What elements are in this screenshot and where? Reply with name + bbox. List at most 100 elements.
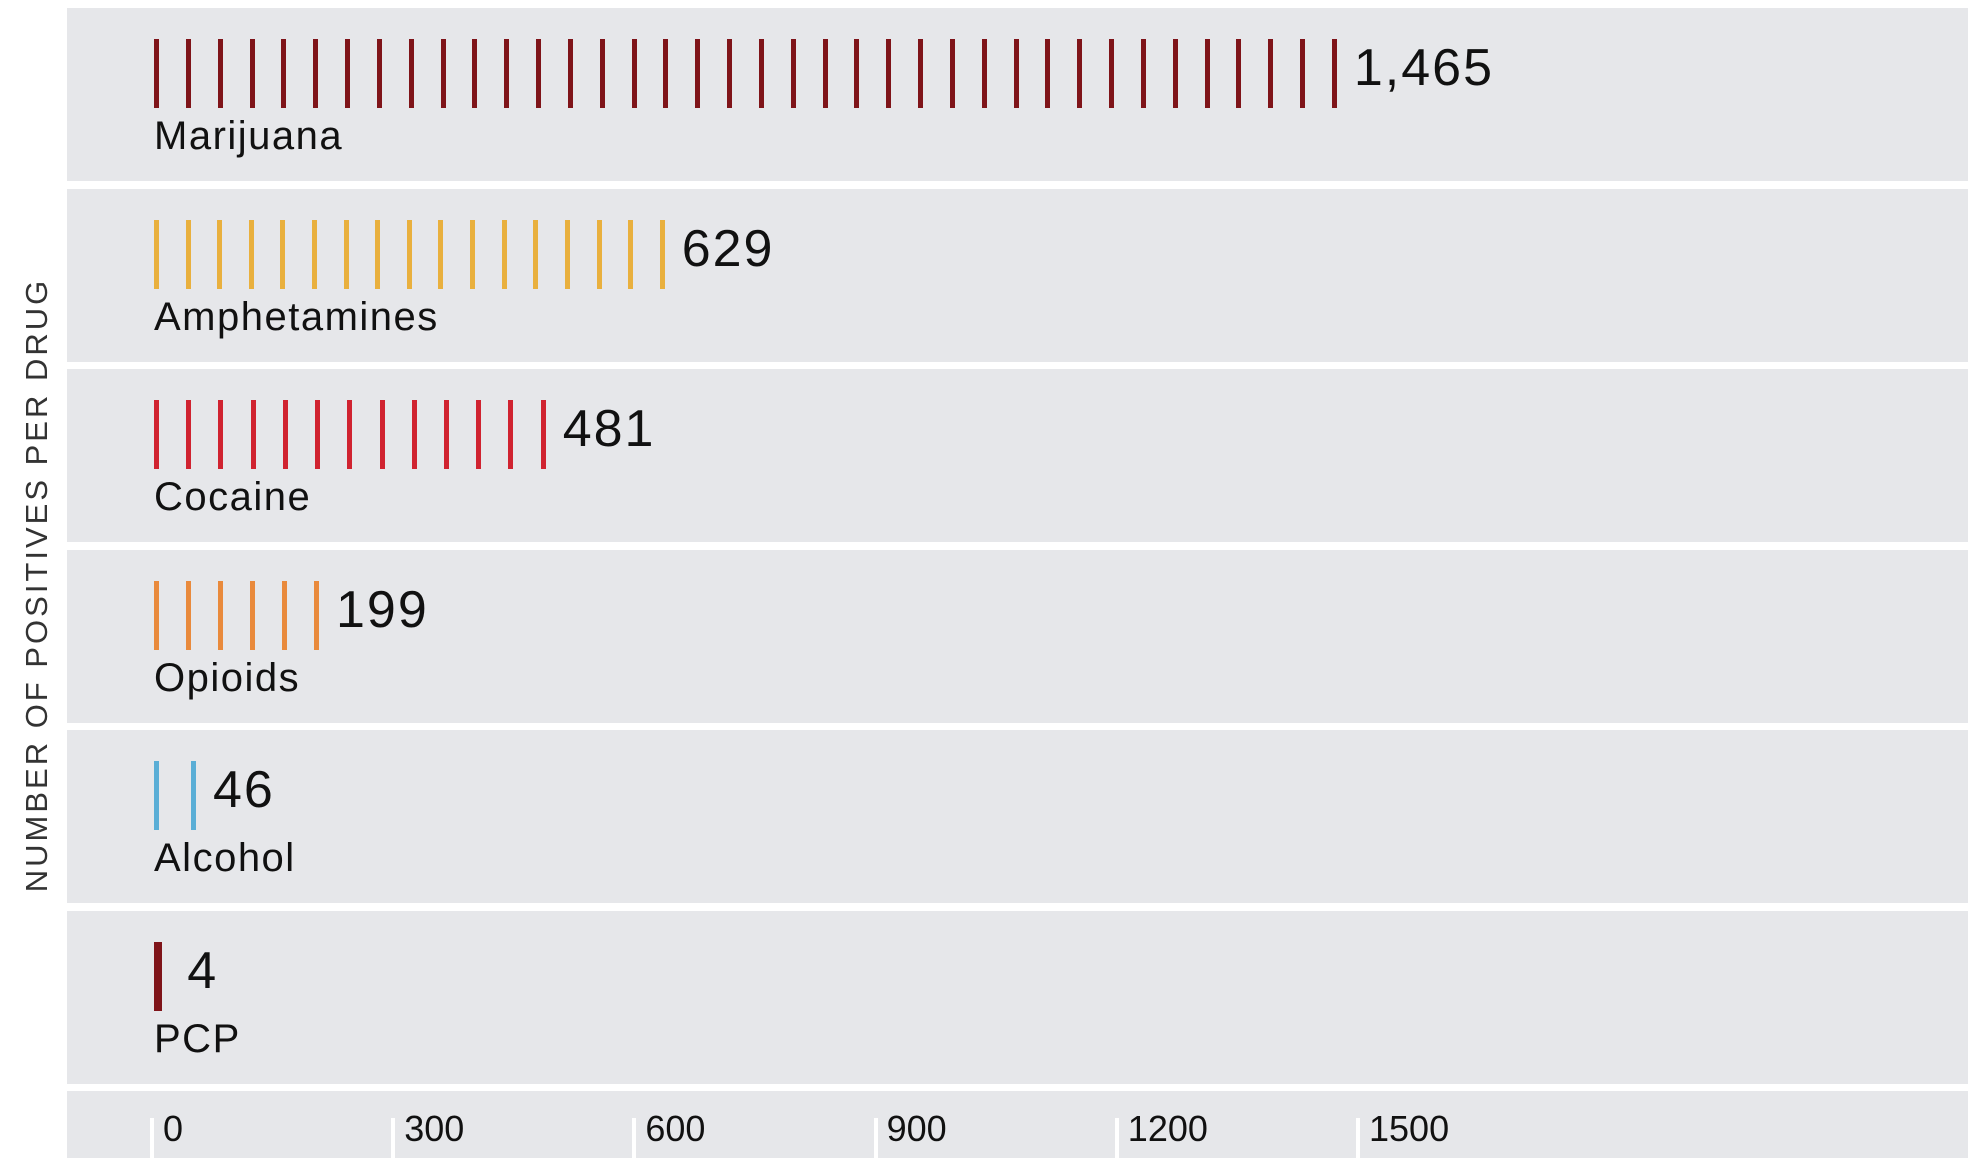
bar-mark-opioids [154, 581, 159, 650]
bar-mark-cocaine [379, 400, 385, 469]
bar-mark-alcohol [190, 761, 196, 830]
bar-mark-opioids [281, 581, 287, 650]
bar-row-pcp [67, 911, 1968, 1084]
bar-mark-marijuana [313, 39, 319, 108]
bar-row-opioids [67, 550, 1968, 723]
x-tick-label: 1200 [1127, 1108, 1208, 1149]
data-label-pcp: 4 [187, 942, 219, 1000]
category-label-alcohol: Alcohol [154, 836, 296, 880]
bar-mark-marijuana [790, 39, 796, 108]
x-tick-label: 0 [163, 1108, 184, 1149]
bar-mark-opioids [313, 581, 319, 650]
bar-mark-amphetamines [564, 220, 570, 289]
category-label-pcp: PCP [154, 1017, 241, 1061]
bar-mark-marijuana [281, 39, 287, 108]
bar-mark-amphetamines [533, 220, 539, 289]
bar-mark-cocaine [250, 400, 256, 469]
bar-mark-cocaine [508, 400, 514, 469]
bar-mark-cocaine [186, 400, 192, 469]
bar-mark-marijuana [886, 39, 892, 108]
bar-mark-amphetamines [280, 220, 286, 289]
bar-mark-cocaine [218, 400, 224, 469]
bar-mark-amphetamines [470, 220, 476, 289]
bar-mark-marijuana [217, 39, 223, 108]
bar-mark-amphetamines [596, 220, 602, 289]
bar-mark-marijuana [1268, 39, 1274, 108]
bar-mark-marijuana [1013, 39, 1019, 108]
data-label-marijuana: 1,465 [1353, 39, 1494, 97]
x-axis [67, 1091, 1968, 1158]
bar-mark-marijuana [249, 39, 255, 108]
bar-mark-marijuana [631, 39, 637, 108]
category-label-marijuana: Marijuana [154, 114, 344, 158]
bar-mark-cocaine [282, 400, 288, 469]
x-tick-label: 600 [645, 1108, 706, 1149]
bar-mark-marijuana [758, 39, 764, 108]
category-label-opioids: Opioids [154, 656, 301, 700]
bar-mark-amphetamines [217, 220, 223, 289]
bar-mark-marijuana [472, 39, 478, 108]
data-label-amphetamines: 629 [681, 220, 775, 278]
bar-mark-opioids [185, 581, 191, 650]
bar-mark-marijuana [1172, 39, 1178, 108]
bar-mark-marijuana [727, 39, 732, 108]
data-label-opioids: 199 [335, 581, 429, 639]
bar-mark-marijuana [1300, 39, 1306, 108]
bar-mark-marijuana [1204, 39, 1210, 108]
bar-mark-marijuana [345, 39, 350, 108]
bar-mark-marijuana [663, 39, 669, 108]
bar-mark-amphetamines [406, 220, 412, 289]
bar-mark-marijuana [536, 39, 541, 108]
x-tick-mark [632, 1118, 637, 1158]
x-tick-mark [1114, 1118, 1119, 1158]
bar-mark-amphetamines [628, 220, 634, 289]
bar-mark-marijuana [1140, 39, 1146, 108]
bar-mark-marijuana [504, 39, 510, 108]
bar-mark-opioids [249, 581, 255, 650]
bar-mark-opioids [217, 581, 223, 650]
bar-mark-marijuana [981, 39, 987, 108]
x-tick-label: 1500 [1369, 1108, 1450, 1149]
category-label-cocaine: Cocaine [154, 475, 312, 519]
bar-mark-marijuana [918, 39, 924, 108]
bar-mark-marijuana [949, 39, 955, 108]
bar-mark-cocaine [347, 400, 353, 469]
bar-mark-cocaine [315, 400, 321, 469]
bar-mark-cocaine [444, 400, 450, 469]
bar-mark-cocaine [411, 400, 417, 469]
bar-mark-marijuana [822, 39, 828, 108]
x-tick-mark [391, 1118, 396, 1158]
bar-mark-marijuana [1109, 39, 1115, 108]
x-tick-mark [1356, 1118, 1360, 1158]
bar-mark-amphetamines [343, 220, 349, 289]
bar-mark-amphetamines [438, 220, 444, 289]
bar-mark-marijuana [185, 39, 191, 108]
x-tick-mark [150, 1118, 154, 1158]
category-label-amphetamines: Amphetamines [154, 295, 439, 339]
bar-mark-cocaine [154, 400, 159, 469]
data-label-alcohol: 46 [212, 761, 275, 819]
x-tick-mark [873, 1118, 878, 1158]
bar-row-alcohol [67, 730, 1968, 903]
x-tick-label: 900 [886, 1108, 947, 1149]
bar-mark-cocaine [540, 400, 546, 469]
bar-mark-amphetamines [248, 220, 254, 289]
bar-mark-marijuana [854, 39, 860, 108]
data-label-cocaine: 481 [562, 400, 656, 458]
bar-mark-marijuana [1077, 39, 1083, 108]
bar-mark-marijuana [408, 39, 414, 108]
y-axis-title: NUMBER OF POSITIVES PER DRUG [19, 277, 54, 893]
bar-row-amphetamines [67, 189, 1968, 362]
bar-mark-amphetamines [312, 220, 318, 289]
bar-mark-marijuana [440, 39, 446, 108]
bar-mark-amphetamines [501, 220, 507, 289]
bar-mark-marijuana [567, 39, 573, 108]
bar-mark-pcp [154, 942, 162, 1011]
bar-mark-alcohol [154, 761, 159, 830]
bar-mark-marijuana [599, 39, 605, 108]
x-tick-label: 300 [404, 1108, 465, 1149]
bar-mark-amphetamines [154, 220, 159, 289]
bar-mark-marijuana [1236, 39, 1242, 108]
bar-mark-amphetamines [185, 220, 191, 289]
